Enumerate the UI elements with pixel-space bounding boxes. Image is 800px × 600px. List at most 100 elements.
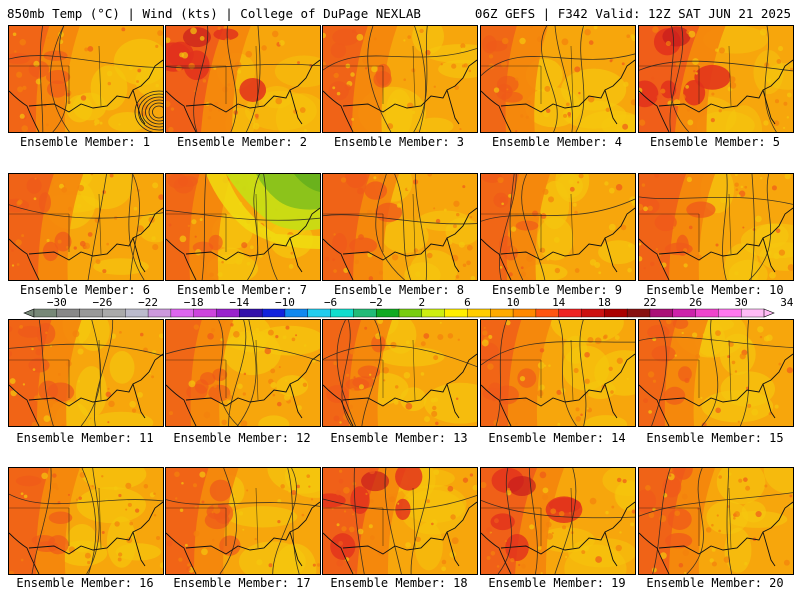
colorbar-tick-label: −22 — [138, 296, 158, 309]
temperature-map — [9, 26, 163, 132]
colorbar-swatch — [33, 308, 58, 318]
colorbar-swatch — [581, 308, 605, 318]
temperature-map — [166, 174, 320, 280]
temperature-map — [481, 174, 635, 280]
temperature-map — [639, 468, 793, 574]
temperature-map — [166, 26, 320, 132]
temperature-map — [323, 468, 477, 574]
colorbar-tick-label: −2 — [370, 296, 383, 309]
colorbar-swatch — [170, 308, 195, 318]
temperature-map — [166, 468, 320, 574]
ensemble-map-panel — [480, 467, 636, 575]
temperature-map — [323, 174, 477, 280]
colorbar-tick-label: 10 — [506, 296, 519, 309]
ensemble-member-label: Ensemble Member: 9 — [491, 283, 623, 297]
ensemble-member-label: Ensemble Member: 10 — [646, 283, 784, 297]
ensemble-map-panel — [480, 25, 636, 133]
ensemble-member-label: Ensemble Member: 14 — [488, 431, 626, 445]
temperature-map — [639, 174, 793, 280]
colorbar-swatch — [284, 308, 309, 318]
colorbar-swatch — [330, 308, 354, 318]
ensemble-map-panel — [8, 319, 164, 427]
temperature-map — [481, 468, 635, 574]
temperature-map — [9, 174, 163, 280]
ensemble-map-panel — [638, 173, 794, 281]
ensemble-map-panel — [322, 173, 478, 281]
colorbar-swatch — [695, 308, 719, 318]
colorbar-swatch — [444, 308, 468, 318]
temperature-map — [323, 26, 477, 132]
ensemble-member-label: Ensemble Member: 17 — [173, 576, 311, 590]
temperature-map — [481, 320, 635, 426]
temperature-map — [9, 320, 163, 426]
colorbar-tick-label: 30 — [735, 296, 748, 309]
colorbar-swatch — [216, 308, 240, 318]
temperature-map — [481, 26, 635, 132]
ensemble-member-label: Ensemble Member: 11 — [16, 431, 154, 445]
colorbar-tick-label: −18 — [184, 296, 204, 309]
ensemble-member-label: Ensemble Member: 4 — [491, 135, 623, 149]
colorbar-tick-label: 6 — [464, 296, 471, 309]
ensemble-map-panel — [638, 467, 794, 575]
colorbar-swatch — [102, 308, 126, 318]
ensemble-member-label: Ensemble Member: 12 — [173, 431, 311, 445]
colorbar-swatch — [535, 308, 560, 318]
colorbar-tick-label: 22 — [643, 296, 656, 309]
ensemble-map-panel — [8, 25, 164, 133]
ensemble-map-panel — [165, 467, 321, 575]
colorbar-swatch — [239, 308, 263, 318]
temperature-map — [639, 26, 793, 132]
ensemble-member-label: Ensemble Member: 19 — [488, 576, 626, 590]
colorbar-swatch — [467, 308, 491, 318]
temperature-colorbar: −30−26−22−18−14−10−6−2261014182226303438… — [23, 296, 794, 318]
colorbar-swatch — [79, 308, 103, 318]
ensemble-map-panel — [480, 319, 636, 427]
ensemble-member-label: Ensemble Member: 5 — [649, 135, 781, 149]
colorbar-swatch — [718, 308, 742, 318]
ensemble-member-label: Ensemble Member: 8 — [333, 283, 465, 297]
ensemble-map-panel — [8, 173, 164, 281]
ensemble-member-label: Ensemble Member: 7 — [176, 283, 308, 297]
colorbar-swatch — [193, 308, 217, 318]
colorbar-swatch — [375, 308, 400, 318]
chart-title: 850mb Temp (°C) | Wind (kts) | College o… — [7, 6, 421, 21]
colorbar-swatch — [740, 308, 765, 318]
ensemble-member-label: Ensemble Member: 13 — [330, 431, 468, 445]
colorbar-tick-label: 34 — [780, 296, 794, 309]
colorbar-swatch — [353, 308, 377, 318]
ensemble-member-label: Ensemble Member: 6 — [19, 283, 151, 297]
ensemble-map-panel — [638, 25, 794, 133]
ensemble-map-panel — [322, 319, 478, 427]
ensemble-member-label: Ensemble Member: 3 — [333, 135, 465, 149]
ensemble-map-panel — [165, 173, 321, 281]
colorbar-tick-label: −10 — [275, 296, 295, 309]
colorbar-tick-label: 26 — [689, 296, 702, 309]
ensemble-member-label: Ensemble Member: 1 — [19, 135, 151, 149]
colorbar-swatch — [307, 308, 332, 318]
ensemble-map-panel — [322, 467, 478, 575]
ensemble-map-panel — [8, 467, 164, 575]
colorbar-swatch — [558, 308, 582, 318]
temperature-map — [323, 320, 477, 426]
colorbar-swatch — [604, 308, 628, 318]
colorbar-tick-label: 18 — [598, 296, 611, 309]
colorbar-tick-label: −6 — [324, 296, 337, 309]
ensemble-map-panel — [322, 25, 478, 133]
colorbar-swatch — [672, 308, 697, 318]
colorbar-swatch — [512, 308, 537, 318]
colorbar-tick-label: 2 — [419, 296, 426, 309]
ensemble-map-panel — [165, 319, 321, 427]
colorbar-tick-label: −30 — [47, 296, 67, 309]
colorbar-tick-label: −26 — [93, 296, 113, 309]
ensemble-member-label: Ensemble Member: 18 — [330, 576, 468, 590]
colorbar-swatch — [261, 308, 286, 318]
ensemble-map-panel — [480, 173, 636, 281]
colorbar-swatch — [147, 308, 172, 318]
colorbar-tick-label: −14 — [229, 296, 249, 309]
ensemble-member-label: Ensemble Member: 16 — [16, 576, 154, 590]
colorbar-swatch — [56, 308, 81, 318]
colorbar-swatch — [421, 308, 446, 318]
colorbar-swatch — [398, 308, 423, 318]
colorbar-swatch — [649, 308, 674, 318]
colorbar-swatch — [125, 308, 149, 318]
